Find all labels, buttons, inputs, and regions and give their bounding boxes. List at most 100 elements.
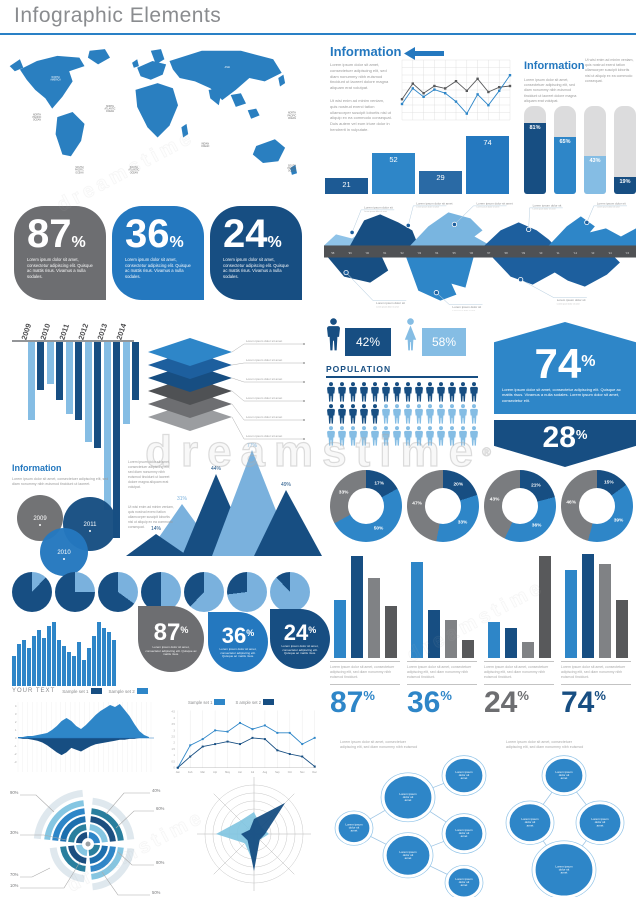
- label: dolor sit: [559, 868, 570, 872]
- progress-track: 43%: [584, 106, 606, 194]
- hex-bottom-value: 28%: [542, 421, 588, 454]
- info1-para1: Lorem ipsum dolor sit amet, consectetuer…: [330, 62, 389, 91]
- percent-badge: 36% Lorem ipsum dolor sit amet, consectet…: [112, 206, 204, 300]
- label: amet: [561, 871, 568, 875]
- venn-circle: [17, 495, 63, 541]
- group-bar: [333, 600, 346, 658]
- donut-hole: [425, 488, 461, 524]
- progress-label: 65%: [559, 139, 571, 145]
- person-icon: [426, 382, 434, 402]
- population-section: 42% 58% POPULATION: [326, 318, 484, 448]
- network-node: [444, 757, 484, 794]
- label: May: [225, 770, 231, 774]
- group-percent: 36%: [407, 686, 452, 719]
- monthly-line-chart: Jan Feb Mar Apr May Jun Jul Aug Sep Oct Nov Dec 4.5 4…: [172, 710, 318, 774]
- person-icon: [338, 404, 346, 424]
- person-icon: [470, 404, 478, 424]
- label: Mar: [200, 770, 205, 774]
- label: Lorem ipsum dolor sit amet: [597, 206, 620, 209]
- year-bar-chart: 2009 2010 2011 2012 2013 2014: [12, 312, 139, 552]
- year-bar-light: [104, 342, 111, 510]
- chart-legend: YOUR TEXT Sample set 1 Sample set 2: [12, 688, 148, 694]
- hex-top-text: Lorem ipsum dolor sit amet, consectetur …: [502, 386, 621, 403]
- strip-bar: [57, 640, 61, 686]
- person-female-icon: [404, 318, 417, 351]
- label: Lorem ipsum: [555, 770, 573, 774]
- strip-bar: [67, 652, 71, 686]
- label: amet: [461, 834, 468, 838]
- strip-bar: [97, 622, 101, 686]
- network-node: [447, 867, 481, 897]
- network-node: [383, 775, 433, 820]
- label: amet: [405, 798, 412, 802]
- donut-chart: 21% 36% 43%: [484, 470, 556, 542]
- label: 1.5: [172, 748, 176, 751]
- donut-chart: 20% 33% 47%: [407, 470, 479, 542]
- male-icon: [326, 318, 341, 356]
- donut-label: 36%: [531, 523, 542, 529]
- label: Lorem ipsum dolor sit: [364, 205, 393, 209]
- mid-para1: Lorem ipsum dolor sit amet, consectetuer…: [128, 460, 170, 489]
- legend-item: Sample set 1: [62, 688, 102, 694]
- label: Lorem ipsum dolor sit amet: [246, 415, 282, 419]
- label: Jun: [238, 770, 243, 774]
- label: '14: [608, 251, 612, 255]
- hex-badge-top: 74% Lorem ipsum dolor sit amet, consecte…: [494, 322, 636, 414]
- trend-line-chart: [400, 59, 512, 121]
- label: Lorem ipsum dolor sit amet: [246, 377, 282, 381]
- strip-bar: [72, 656, 76, 686]
- person-icon: [338, 382, 346, 402]
- label: 2009: [33, 516, 47, 522]
- progress-label: 19%: [619, 179, 631, 185]
- group-bar: [615, 600, 628, 658]
- bar: 52: [372, 153, 415, 194]
- badge-text: Lorem ipsum dolor sit amet, consectetur …: [145, 644, 197, 657]
- label: Lorem ipsum dolor sit amet: [246, 434, 282, 438]
- watermark: dreamstime ®: [144, 426, 491, 476]
- group-bars: [330, 548, 400, 658]
- continent-europe: [137, 61, 167, 80]
- group-bar: [581, 554, 594, 658]
- label: '99: [348, 251, 352, 255]
- label: '11: [556, 251, 560, 255]
- group-bar: [444, 620, 457, 658]
- strip-bar: [107, 632, 111, 686]
- label: 50%: [152, 890, 161, 895]
- radar-chart: [197, 777, 311, 891]
- continent-uk: [132, 59, 139, 68]
- mini-bar-groups: Lorem ipsum dolor sit amet, consectetuer…: [330, 548, 631, 718]
- mountain-chart: 14% 31% 44% 77% 49%: [126, 443, 322, 556]
- pie-chart: [98, 572, 138, 612]
- progress-bars: 81% 65% 43% 19%: [524, 106, 636, 194]
- strip-bar: [22, 640, 26, 686]
- progress-fill: 81%: [524, 123, 546, 194]
- label: Lorem ipsum: [399, 792, 417, 796]
- person-icon: [382, 382, 390, 402]
- progress-track: 65%: [554, 106, 576, 194]
- pie-chart: [55, 572, 95, 612]
- pie-progression: [12, 572, 310, 612]
- year-label: 2014: [114, 322, 129, 341]
- label: -1: [14, 744, 17, 748]
- donut-label: 43%: [489, 497, 500, 503]
- label: dolor sit: [559, 773, 570, 777]
- label: 1: [15, 728, 17, 732]
- label: dolor sit: [459, 831, 470, 835]
- label: dolor sit: [403, 795, 414, 799]
- continent-australia: [252, 139, 286, 163]
- male-value-box: 42%: [345, 328, 391, 356]
- label: 2.5: [172, 736, 176, 739]
- person-icon: [415, 426, 423, 446]
- badge-text: Lorem ipsum dolor sit amet, consectetur …: [223, 257, 289, 279]
- label: -3: [14, 760, 17, 764]
- donut-hole: [348, 488, 384, 524]
- label: '05: [452, 251, 456, 255]
- group-bar: [521, 642, 534, 658]
- group-bar: [350, 556, 363, 658]
- year-bar-light: [28, 342, 35, 420]
- strip-bar: [17, 644, 21, 686]
- progress-fill: 19%: [614, 177, 636, 194]
- badge-value: 36%: [125, 212, 184, 256]
- info2-heading: Information: [524, 60, 585, 72]
